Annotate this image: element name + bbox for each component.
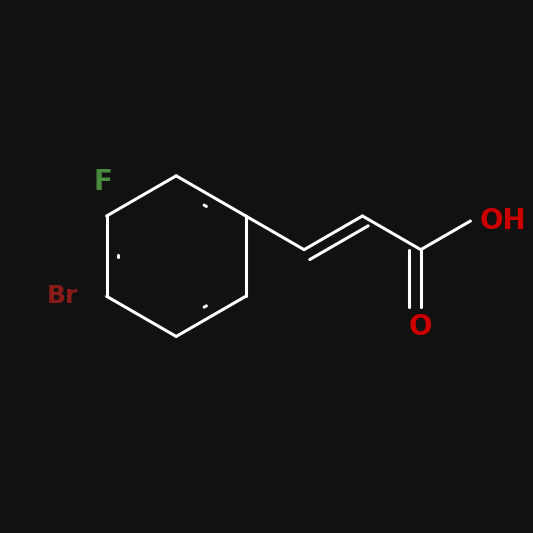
Text: O: O bbox=[409, 313, 432, 341]
Text: OH: OH bbox=[480, 207, 526, 235]
Text: F: F bbox=[93, 168, 112, 196]
Text: Br: Br bbox=[47, 284, 78, 308]
